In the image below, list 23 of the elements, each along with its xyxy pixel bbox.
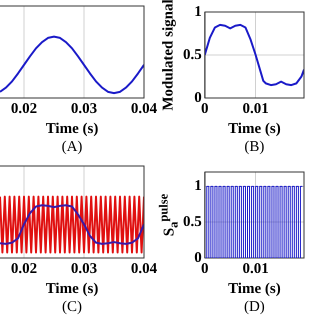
x-axis-title: Time (s) — [228, 120, 281, 137]
x-tick-label: 0.03 — [70, 260, 98, 277]
x-axis-title: Time (s) — [46, 280, 98, 297]
text: (D) — [244, 299, 265, 316]
y-tick-label: 0 — [194, 90, 202, 106]
x-tick-label: 0.03 — [70, 100, 98, 117]
text: (C) — [62, 299, 82, 316]
y-tick-label: 1 — [194, 4, 202, 20]
x-tick-label: 0.01 — [242, 260, 269, 277]
x-tick-label: 0.04 — [130, 260, 158, 277]
x-tick-label: 0.02 — [10, 260, 38, 277]
x-tick-label: 0.02 — [10, 100, 38, 117]
y-tick-label: 0.5 — [183, 46, 202, 63]
text: (A) — [62, 139, 82, 156]
x-tick-label: 0.01 — [242, 100, 269, 117]
y-tick-label: 1 — [194, 178, 202, 194]
y-axis-title: Modulated signal — [160, 0, 178, 111]
x-axis-title: Time (s) — [228, 280, 281, 297]
text: (B) — [244, 139, 264, 156]
x-axis-title: Time (s) — [46, 120, 98, 137]
y-tick-label: 0 — [194, 250, 202, 266]
x-tick-label: 0.04 — [130, 100, 158, 117]
y-tick-label: 0.5 — [183, 214, 202, 230]
